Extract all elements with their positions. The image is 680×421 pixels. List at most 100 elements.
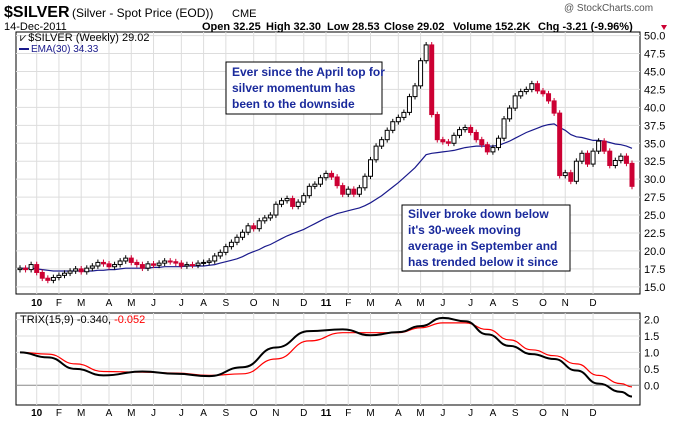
exchange-label: CME	[232, 8, 256, 20]
trix-x-tick-label: 10	[31, 408, 43, 419]
candle-body	[534, 83, 540, 92]
trix-line	[19, 316, 633, 398]
candle-body	[490, 147, 496, 153]
price-x-tick-label: J	[440, 298, 445, 309]
watermark: @ StockCharts.com	[564, 3, 653, 14]
candle-body	[479, 139, 485, 146]
candle-body	[240, 231, 246, 238]
high-label: High 32.30	[266, 21, 321, 33]
candle-body	[323, 172, 329, 179]
price-x-tick-label: F	[345, 298, 351, 309]
candle-body	[451, 134, 457, 144]
price-y-tick-label: 15.0	[644, 282, 665, 294]
trix-x-tick-label: J	[468, 408, 473, 419]
price-x-tick-label: A	[490, 298, 497, 309]
trix-legend-label: TRIX(15,9) -0.340,	[20, 314, 111, 326]
price-y-tick-label: 50.0	[644, 31, 665, 43]
candle-body	[579, 152, 585, 162]
candle-body	[596, 140, 602, 152]
trix-x-tick-label: F	[345, 408, 351, 419]
candle-body	[228, 241, 234, 248]
candle-body	[345, 188, 351, 195]
low-label: Low 28.53	[327, 21, 380, 33]
candle-body	[184, 264, 190, 267]
ema-legend: EMA(30) 34.33	[31, 44, 99, 55]
price-y-axis: 15.0 17.5 20.0 22.5 25.0 27.5 30.0 32.5 35.0 37.5…	[644, 31, 665, 294]
candle-body	[189, 264, 195, 267]
candle-body	[23, 267, 29, 271]
price-y-tick-label: 25.0	[644, 210, 665, 222]
candle-body	[406, 96, 412, 113]
candle-body	[112, 264, 118, 268]
candle-body	[295, 201, 301, 207]
trix-x-tick-label: A	[490, 408, 497, 419]
candle-body	[67, 270, 73, 274]
candle-body	[84, 267, 90, 273]
candle-body	[206, 260, 212, 263]
candle-body	[234, 236, 240, 243]
trix-x-tick-label: 11	[321, 408, 332, 419]
candle-body	[301, 195, 307, 203]
price-y-tick-label: 27.5	[644, 192, 665, 204]
trix-legend-signal: -0.052	[114, 314, 145, 326]
candle-body	[356, 187, 362, 195]
candle-body	[468, 126, 474, 133]
price-y-tick-label: 17.5	[644, 264, 665, 276]
candle-body	[351, 188, 357, 195]
candle-body	[312, 183, 318, 187]
candle-body	[529, 83, 535, 90]
candle-body	[95, 261, 101, 267]
candle-body	[401, 111, 407, 118]
annotation-april-top	[225, 61, 383, 115]
candle-body	[418, 60, 424, 87]
candle-body	[429, 44, 435, 116]
price-y-tick-label: 30.0	[644, 174, 665, 186]
trix-x-tick-label: S	[223, 408, 230, 419]
trix-x-tick-label: J	[179, 408, 184, 419]
candle-body	[607, 150, 613, 167]
price-x-tick-label: M	[416, 298, 424, 309]
trix-x-tick-label: A	[395, 408, 402, 419]
price-x-tick-label: D	[300, 298, 307, 309]
candle-body	[17, 267, 23, 271]
annotation-april-top-line-1: Ever since the April top for	[232, 65, 385, 79]
candle-body	[128, 257, 134, 263]
ema-line	[20, 123, 633, 272]
candle-body	[123, 257, 129, 262]
annotation-april-top-line-3: been to the downside	[232, 97, 355, 111]
annotation-breakdown-line-4: has trended below it since	[408, 255, 558, 269]
price-x-tick-label: M	[366, 298, 374, 309]
price-y-tick-label: 20.0	[644, 246, 665, 258]
candle-body	[395, 116, 401, 123]
trix-x-tick-label: D	[300, 408, 307, 419]
candle-body	[173, 261, 179, 264]
price-x-tick-label: M	[77, 298, 85, 309]
price-x-tick-label: D	[589, 298, 596, 309]
candle-body	[62, 272, 68, 276]
price-x-tick-label: O	[250, 298, 258, 309]
candle-body	[201, 261, 207, 264]
candle-body	[245, 225, 251, 233]
candle-body	[306, 185, 312, 197]
candle-body	[368, 159, 374, 177]
candle-body	[568, 172, 574, 182]
candle-body	[340, 185, 346, 195]
candle-body	[445, 141, 451, 144]
trix-x-tick-label: M	[77, 408, 85, 419]
candle-body	[518, 91, 524, 97]
price-x-tick-label: O	[539, 298, 547, 309]
price-x-tick-label: N	[272, 298, 279, 309]
candle-body	[28, 264, 34, 271]
candle-body	[423, 44, 429, 62]
candle-body	[89, 265, 95, 269]
price-y-tick-label: 47.5	[644, 49, 665, 61]
candle-body	[50, 276, 56, 281]
candle-body	[284, 198, 290, 202]
candle-body	[462, 126, 468, 131]
candle-body	[373, 145, 379, 161]
candle-body	[262, 217, 268, 222]
price-y-tick-label: 37.5	[644, 120, 665, 132]
candle-body	[507, 107, 513, 120]
trix-x-tick-label: J	[440, 408, 445, 419]
trix-x-tick-label: M	[127, 408, 135, 419]
